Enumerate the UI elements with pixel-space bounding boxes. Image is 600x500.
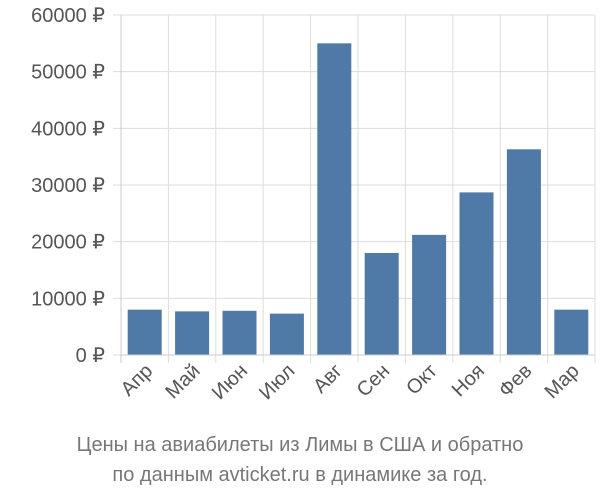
chart-caption-line-2: по данным avticket.ru в динамике за год.	[112, 464, 488, 486]
bar-Авг	[317, 43, 352, 355]
x-tick-label: Апр	[117, 360, 158, 401]
bar-Мар	[554, 309, 589, 355]
x-tick-label: Фев	[495, 360, 537, 402]
bar-Июн	[222, 310, 257, 355]
tick-labels: 0 ₽ 10000 ₽ 20000 ₽ 30000 ₽ 40000 ₽ 50000 ₽ 60…	[31, 5, 584, 404]
bar-Май	[175, 311, 210, 355]
bar-Окт	[412, 234, 447, 355]
x-tick-label: Ноя	[448, 360, 489, 401]
bar-Ноя	[459, 192, 494, 355]
x-tick-label: Июн	[208, 360, 252, 404]
x-tick-label: Июл	[255, 360, 299, 404]
bar-Сен	[364, 253, 399, 355]
grid-lines	[113, 14, 596, 363]
y-tick-label: 10000 ₽	[31, 288, 105, 310]
y-tick-label: 0 ₽	[76, 345, 106, 367]
y-tick-label: 60000 ₽	[31, 5, 105, 27]
y-tick-label: 40000 ₽	[31, 118, 105, 140]
bar-Апр	[127, 309, 162, 355]
x-tick-label: Авг	[309, 360, 347, 398]
y-tick-label: 20000 ₽	[31, 232, 105, 254]
bars	[127, 43, 589, 355]
x-tick-label: Окт	[402, 360, 441, 399]
y-tick-label: 30000 ₽	[31, 175, 105, 197]
x-tick-label: Май	[161, 360, 204, 403]
x-tick-label: Мар	[541, 360, 584, 403]
bar-Июл	[269, 313, 304, 355]
chart-caption-line-1: Цены на авиабилеты из Лимы в США и обрат…	[76, 434, 524, 456]
y-tick-label: 50000 ₽	[31, 62, 105, 84]
x-tick-label: Сен	[353, 360, 394, 401]
bar-Фев	[506, 149, 541, 355]
